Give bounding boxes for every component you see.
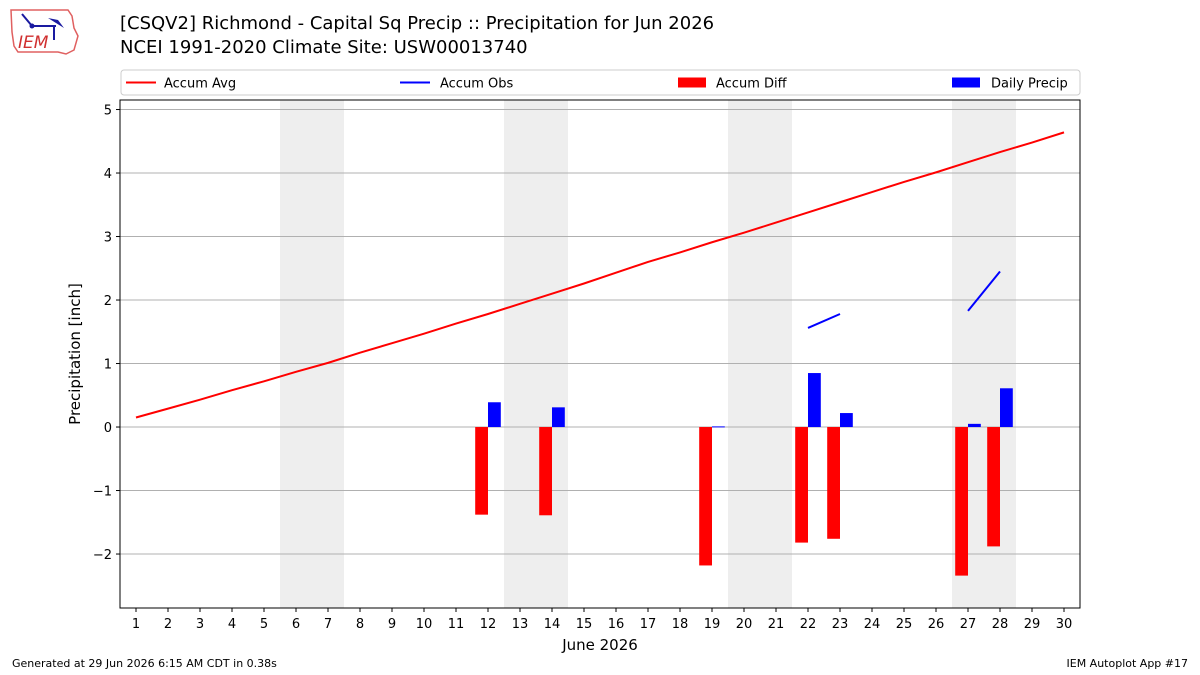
x-tick-label: 17 (640, 617, 657, 632)
x-tick-label: 22 (800, 617, 817, 632)
legend-label-accum-diff: Accum Diff (716, 77, 788, 92)
x-tick-label: 8 (356, 617, 364, 632)
x-tick-label: 21 (768, 617, 785, 632)
y-axis-ticks: −2 −1 0 1 2 3 4 5 (93, 104, 120, 563)
x-tick-label: 3 (196, 617, 204, 632)
weekend-shade-2 (504, 100, 568, 608)
grid-lines (120, 109, 1080, 555)
lines-layer (135, 131, 1065, 419)
x-tick-label: 24 (864, 617, 881, 632)
x-tick-label: 26 (928, 617, 945, 632)
accum-diff-bar-23 (827, 427, 840, 539)
daily-precip-bar-14 (552, 407, 565, 428)
y-tick-label: 2 (104, 294, 112, 309)
footer-generated: Generated at 29 Jun 2026 6:15 AM CDT in … (12, 657, 277, 670)
x-tick-label: 11 (448, 617, 465, 632)
y-tick-label: 4 (104, 167, 112, 182)
daily-precip-bar-22 (808, 373, 821, 428)
iem-logo-graphic: IEM (10, 9, 79, 55)
x-tick-label: 23 (832, 617, 849, 632)
x-tick-label: 4 (228, 617, 236, 632)
daily-precip-bar-23 (840, 413, 853, 428)
y-tick-label: −1 (93, 485, 112, 500)
footer-app: IEM Autoplot App #17 (1066, 657, 1189, 670)
legend-label-accum-avg: Accum Avg (164, 77, 236, 92)
accum-avg-line (135, 131, 1065, 419)
y-axis-label: Precipitation [inch] (66, 283, 84, 425)
x-tick-label: 30 (1056, 617, 1073, 632)
accum-diff-bar-22 (795, 427, 808, 543)
x-tick-label: 15 (576, 617, 593, 632)
bars-layer (475, 373, 1013, 576)
y-tick-label: 5 (104, 104, 112, 119)
x-tick-label: 7 (324, 617, 332, 632)
accum-diff-bar-27 (955, 427, 968, 576)
x-tick-label: 12 (480, 617, 497, 632)
weekend-shade-3 (728, 100, 792, 608)
accum-obs-line-1 (807, 313, 841, 329)
logo-text: IEM (18, 33, 49, 53)
x-tick-label: 9 (388, 617, 396, 632)
weekend-shade-1 (280, 100, 344, 608)
daily-precip-bar-19 (712, 426, 725, 428)
x-tick-label: 2 (164, 617, 172, 632)
x-tick-label: 13 (512, 617, 529, 632)
chart-subtitle: NCEI 1991-2020 Climate Site: USW00013740 (120, 37, 528, 58)
weekend-shading (280, 100, 1016, 608)
legend-handle-accum-diff (678, 77, 706, 88)
y-tick-label: 3 (104, 231, 112, 246)
y-tick-label: −2 (93, 548, 112, 563)
x-tick-label: 27 (960, 617, 977, 632)
x-axis-label: June 2026 (561, 636, 638, 654)
y-tick-label: 1 (104, 358, 112, 373)
x-tick-label: 1 (132, 617, 140, 632)
x-tick-label: 10 (416, 617, 433, 632)
daily-precip-bar-27 (968, 423, 981, 428)
x-tick-label: 6 (292, 617, 300, 632)
x-tick-label: 19 (704, 617, 721, 632)
daily-precip-bar-28 (1000, 388, 1013, 428)
legend-label-daily-precip: Daily Precip (991, 77, 1068, 92)
x-tick-label: 16 (608, 617, 625, 632)
legend-label-accum-obs: Accum Obs (440, 77, 513, 92)
x-tick-label: 25 (896, 617, 913, 632)
x-tick-label: 28 (992, 617, 1009, 632)
accum-diff-bar-28 (987, 427, 1000, 547)
legend-handle-daily-precip (952, 77, 980, 88)
x-tick-label: 18 (672, 617, 689, 632)
accum-obs-line-2 (967, 270, 1001, 312)
legend-box (120, 69, 1081, 96)
accum-diff-bar-19 (699, 427, 712, 566)
x-tick-label: 5 (260, 617, 268, 632)
y-tick-label: 0 (104, 421, 112, 436)
x-tick-label: 20 (736, 617, 753, 632)
x-tick-label: 29 (1024, 617, 1041, 632)
plot-frame (119, 99, 1081, 609)
legend: Accum Avg Accum Obs Accum Diff Daily Precip (120, 69, 1081, 96)
iem-logo: IEM (8, 6, 80, 58)
daily-precip-bar-12 (488, 402, 501, 428)
x-axis-ticks: 1 2 3 4 5 6 7 8 9 10 11 12 13 14 15 16 17 18 19 20 21 22 23 24 2… (132, 608, 1072, 632)
x-tick-label: 14 (544, 617, 561, 632)
accum-diff-bar-14 (539, 427, 552, 516)
chart-title: [CSQV2] Richmond - Capital Sq Precip :: … (120, 13, 715, 34)
accum-diff-bar-12 (475, 427, 488, 515)
